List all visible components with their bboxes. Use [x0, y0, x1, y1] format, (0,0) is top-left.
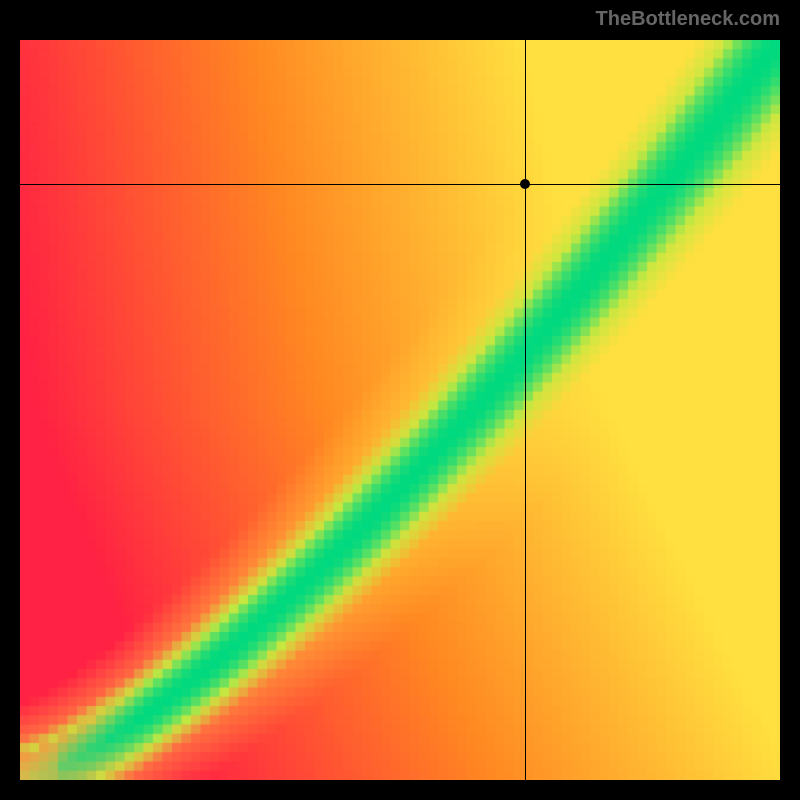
- crosshair-vertical: [525, 40, 526, 780]
- bottleneck-heatmap-chart: [20, 40, 780, 780]
- watermark-text: TheBottleneck.com: [596, 8, 780, 31]
- heatmap-canvas: [20, 40, 780, 780]
- marker-dot: [520, 179, 530, 189]
- crosshair-horizontal: [20, 184, 780, 185]
